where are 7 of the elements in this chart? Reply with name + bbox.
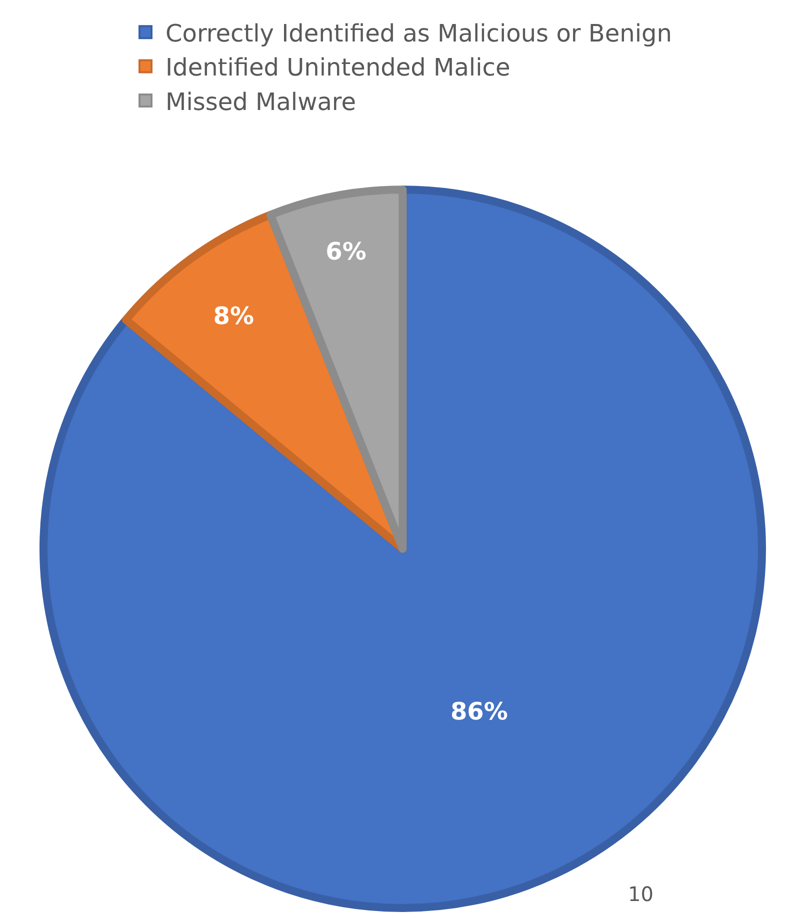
data-label: 6% (326, 238, 366, 266)
data-label: 8% (213, 302, 254, 330)
legend-label: Correctly Identified as Malicious or Benign (166, 19, 672, 48)
legend-label: Identified Unintended Malice (166, 54, 510, 82)
text: 10 (628, 882, 654, 906)
data-label: 86% (450, 697, 508, 726)
legend-label: Missed Malware (166, 88, 356, 116)
